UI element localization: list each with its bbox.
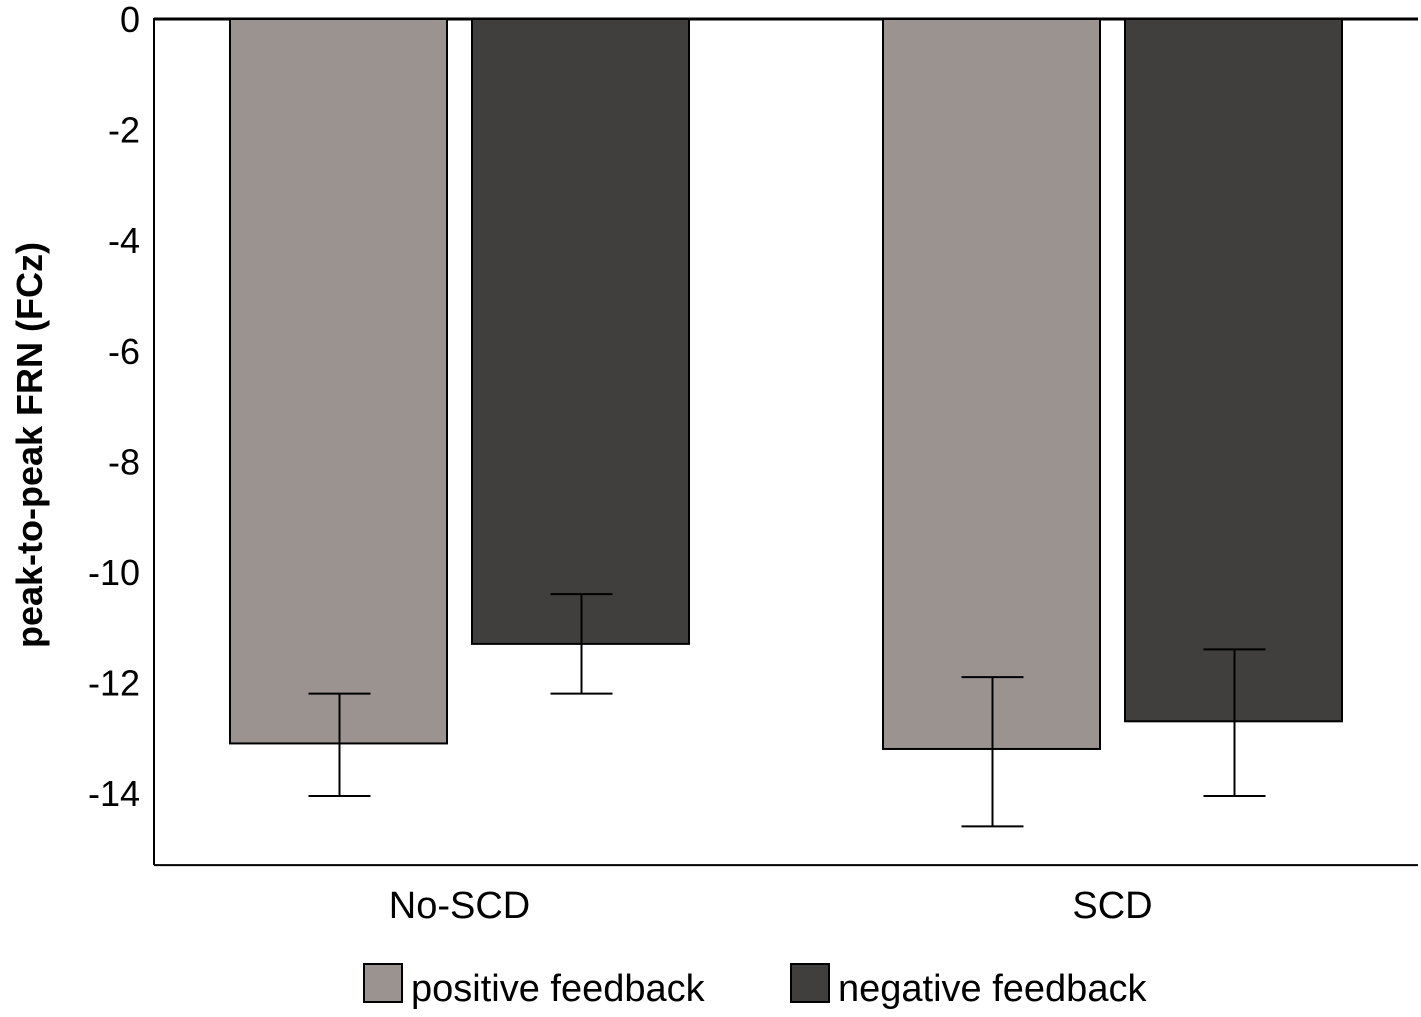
- bar-no-scd-negative: [471, 18, 690, 645]
- legend-label: negative feedback: [838, 968, 1147, 1010]
- error-bar: [550, 593, 613, 695]
- y-tick-label: -8: [108, 441, 140, 482]
- chart-error-bars: [308, 593, 1266, 828]
- bar-no-scd-positive: [229, 18, 448, 745]
- legend-swatch: [363, 963, 403, 1003]
- x-axis-categories: No-SCD SCD: [389, 885, 1153, 927]
- y-tick-label: -12: [88, 663, 140, 704]
- legend-item: positive feedback: [363, 963, 706, 1010]
- y-tick-label: -2: [108, 110, 140, 151]
- error-bar: [308, 692, 371, 797]
- legend: positive feedback negative feedback: [363, 963, 1147, 1010]
- error-bar: [961, 676, 1024, 828]
- legend-label: positive feedback: [411, 968, 706, 1010]
- chart-bars: [229, 18, 1343, 750]
- y-tick-label: -4: [108, 220, 140, 261]
- y-tick-label: 0: [120, 0, 140, 40]
- legend-item: negative feedback: [790, 963, 1147, 1010]
- y-axis-label: peak-to-peak FRN (FCz): [9, 242, 50, 648]
- x-category-label: SCD: [1072, 885, 1152, 927]
- bar-scd-positive: [882, 18, 1101, 750]
- x-category-label: No-SCD: [389, 885, 530, 927]
- y-axis-ticks: 0 -2 -4 -6 -8 -10 -12 -14: [88, 0, 140, 814]
- legend-swatch: [790, 963, 830, 1003]
- error-bar: [1203, 648, 1266, 797]
- bar-scd-negative: [1124, 18, 1343, 723]
- y-tick-label: -6: [108, 331, 140, 372]
- y-tick-label: -14: [88, 773, 140, 814]
- y-tick-label: -10: [88, 552, 140, 593]
